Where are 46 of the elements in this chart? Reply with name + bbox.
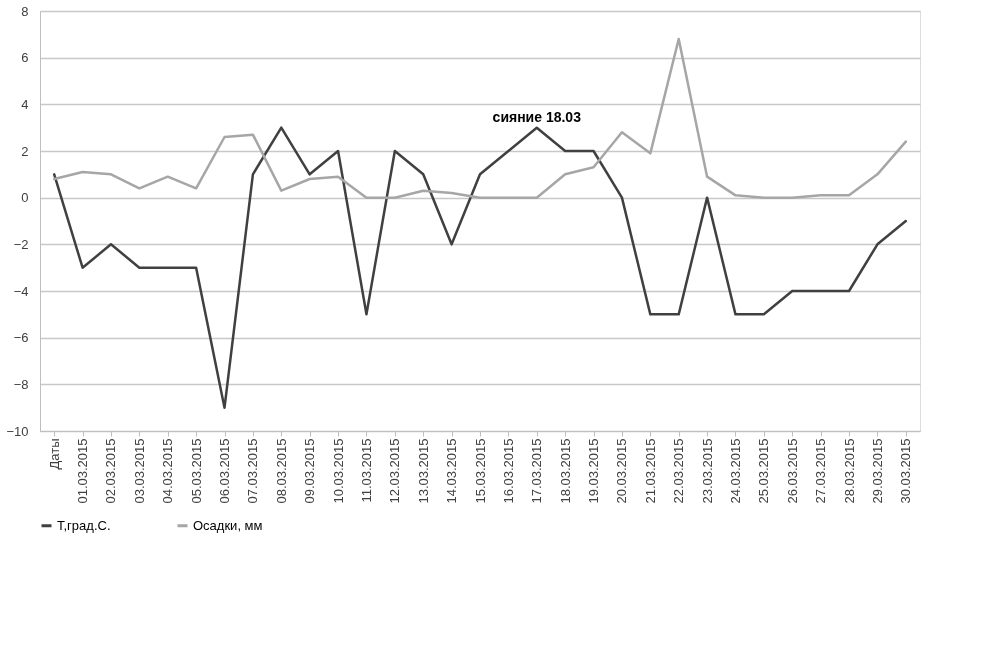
x-tick-label: 01.03.2015 xyxy=(75,438,91,504)
legend-label: Т,град.С. xyxy=(57,517,111,533)
x-tick-label: 15.03.2015 xyxy=(472,438,488,504)
x-tick-label: 06.03.2015 xyxy=(217,438,233,504)
x-tick-label: 22.03.2015 xyxy=(671,438,687,504)
line-series xyxy=(52,37,908,199)
y-tick-label: 6 xyxy=(21,50,29,66)
x-tick-label: 04.03.2015 xyxy=(160,438,176,504)
y-tick-label: −2 xyxy=(13,236,29,252)
x-tick-label: 10.03.2015 xyxy=(330,438,346,504)
x-tick-label: 05.03.2015 xyxy=(188,438,204,504)
y-tick-label: 2 xyxy=(21,143,29,159)
x-tick-label: 13.03.2015 xyxy=(415,438,431,504)
y-tick-label: −10 xyxy=(6,423,29,439)
annotation: сияние 18.03 xyxy=(492,108,582,125)
x-tick-label: 29.03.2015 xyxy=(869,438,885,504)
x-tick-label: 20.03.2015 xyxy=(614,438,630,504)
y-tick-label: −4 xyxy=(13,283,29,299)
x-tick-label: 09.03.2015 xyxy=(302,438,318,504)
line-series xyxy=(52,126,908,409)
x-tick-label: 11.03.2015 xyxy=(358,438,374,503)
x-tick-label: 17.03.2015 xyxy=(529,438,545,504)
x-tick-label: 19.03.2015 xyxy=(586,438,602,504)
x-tick-label: 08.03.2015 xyxy=(273,438,289,504)
x-tick-label: 27.03.2015 xyxy=(813,438,829,504)
x-tick-label: 07.03.2015 xyxy=(245,438,261,504)
x-tick-label: Даты xyxy=(46,438,62,470)
legend-label: Осадки, мм xyxy=(193,517,263,533)
y-tick-label: 0 xyxy=(21,190,29,206)
x-tick-label: 23.03.2015 xyxy=(699,438,715,504)
x-tick-label: 24.03.2015 xyxy=(727,438,743,504)
x-tick-label: 16.03.2015 xyxy=(500,438,516,504)
y-tick-label: 8 xyxy=(21,3,29,19)
x-tick-label: 30.03.2015 xyxy=(898,438,914,504)
y-tick-label: −8 xyxy=(13,376,29,392)
x-tick-label: 28.03.2015 xyxy=(841,438,857,504)
x-tick-label: 26.03.2015 xyxy=(784,438,800,504)
y-tick-label: −6 xyxy=(13,330,29,346)
y-tick-label: 4 xyxy=(21,96,29,112)
x-tick-label: 14.03.2015 xyxy=(444,438,460,504)
x-tick-label: 18.03.2015 xyxy=(557,438,573,504)
x-tick-label: 03.03.2015 xyxy=(131,438,147,504)
x-tick-label: 12.03.2015 xyxy=(387,438,403,504)
x-tick-label: 25.03.2015 xyxy=(756,438,772,504)
x-tick-label: 21.03.2015 xyxy=(642,438,658,504)
x-tick-label: 02.03.2015 xyxy=(103,438,119,504)
